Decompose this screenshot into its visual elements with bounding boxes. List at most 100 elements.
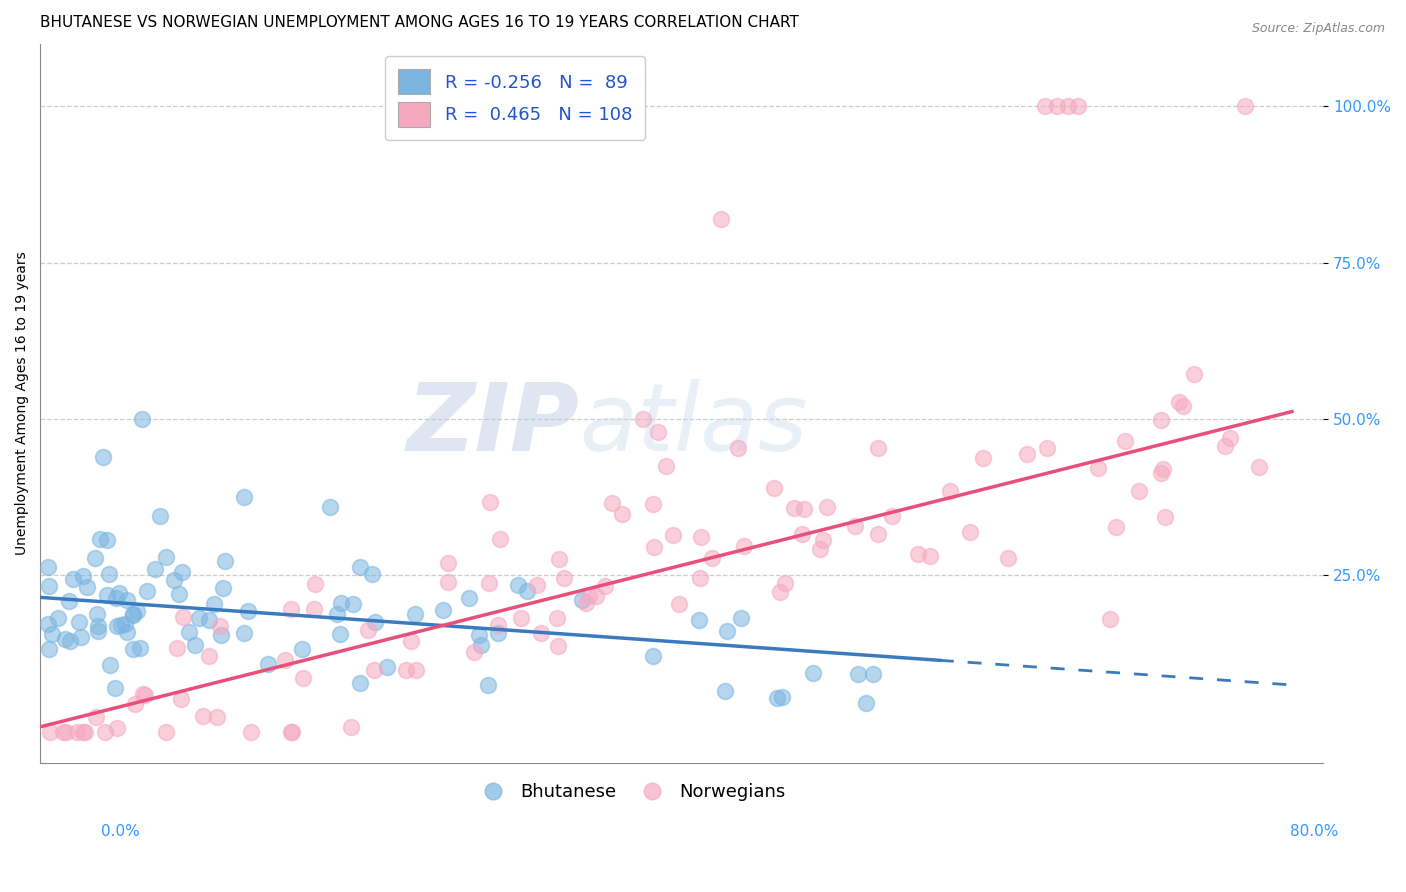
Point	[98, 657, 121, 672]
Point	[169, 692, 191, 706]
Point	[202, 597, 225, 611]
Text: 0.0%: 0.0%	[101, 824, 141, 838]
Point	[846, 667, 869, 681]
Point	[1114, 434, 1136, 449]
Point	[610, 507, 633, 521]
Point	[868, 441, 890, 455]
Point	[668, 598, 690, 612]
Text: ZIP: ZIP	[406, 379, 579, 471]
Point	[907, 547, 929, 561]
Point	[700, 550, 723, 565]
Point	[526, 578, 548, 592]
Point	[1128, 484, 1150, 499]
Point	[1098, 612, 1121, 626]
Point	[1104, 520, 1126, 534]
Point	[87, 624, 110, 639]
Point	[997, 551, 1019, 566]
Point	[844, 519, 866, 533]
Point	[121, 608, 143, 623]
Point	[233, 625, 256, 640]
Point	[172, 566, 194, 580]
Point	[39, 724, 62, 739]
Point	[516, 584, 538, 599]
Point	[96, 533, 118, 547]
Point	[547, 639, 569, 653]
Point	[1182, 367, 1205, 381]
Point	[662, 528, 685, 542]
Point	[197, 648, 219, 663]
Point	[105, 618, 128, 632]
Point	[727, 441, 749, 455]
Point	[470, 638, 492, 652]
Point	[325, 607, 347, 621]
Point	[115, 625, 138, 640]
Point	[83, 550, 105, 565]
Point	[214, 553, 236, 567]
Point	[458, 591, 481, 605]
Point	[69, 630, 91, 644]
Point	[110, 617, 132, 632]
Point	[280, 724, 302, 739]
Point	[506, 578, 529, 592]
Point	[191, 709, 214, 723]
Point	[76, 580, 98, 594]
Point	[131, 412, 153, 426]
Point	[292, 671, 315, 685]
Point	[1247, 460, 1270, 475]
Point	[357, 623, 380, 637]
Point	[972, 451, 994, 466]
Point	[212, 581, 235, 595]
Point	[114, 617, 136, 632]
Text: Source: ZipAtlas.com: Source: ZipAtlas.com	[1251, 22, 1385, 36]
Point	[1150, 412, 1173, 426]
Point	[75, 724, 97, 739]
Point	[733, 539, 755, 553]
Point	[770, 690, 793, 705]
Point	[179, 625, 201, 640]
Point	[122, 642, 145, 657]
Point	[880, 509, 903, 524]
Point	[1173, 399, 1195, 413]
Point	[232, 490, 254, 504]
Point	[55, 724, 77, 739]
Point	[349, 676, 371, 690]
Point	[578, 589, 600, 603]
Point	[72, 724, 94, 739]
Point	[155, 549, 177, 564]
Point	[340, 720, 363, 734]
Point	[59, 633, 82, 648]
Legend: Bhutanese, Norwegians: Bhutanese, Norwegians	[468, 776, 793, 808]
Point	[205, 710, 228, 724]
Text: atlas: atlas	[579, 379, 807, 470]
Point	[938, 484, 960, 499]
Point	[1219, 431, 1241, 445]
Point	[128, 641, 150, 656]
Point	[1153, 510, 1175, 524]
Point	[108, 586, 131, 600]
Point	[689, 570, 711, 584]
Point	[93, 724, 115, 739]
Point	[58, 594, 80, 608]
Point	[1234, 99, 1257, 113]
Point	[1033, 99, 1056, 113]
Point	[280, 602, 302, 616]
Point	[553, 571, 575, 585]
Point	[813, 533, 835, 547]
Point	[730, 611, 752, 625]
Point	[808, 542, 831, 557]
Point	[209, 628, 232, 642]
Point	[134, 688, 156, 702]
Point	[395, 664, 418, 678]
Point	[1046, 99, 1069, 113]
Text: 80.0%: 80.0%	[1291, 824, 1339, 838]
Point	[188, 611, 211, 625]
Point	[1015, 447, 1038, 461]
Point	[477, 678, 499, 692]
Point	[66, 724, 89, 739]
Point	[1167, 394, 1189, 409]
Point	[104, 591, 127, 606]
Text: BHUTANESE VS NORWEGIAN UNEMPLOYMENT AMONG AGES 16 TO 19 YEARS CORRELATION CHART: BHUTANESE VS NORWEGIAN UNEMPLOYMENT AMON…	[41, 15, 799, 30]
Point	[46, 611, 69, 625]
Point	[184, 638, 207, 652]
Point	[62, 572, 84, 586]
